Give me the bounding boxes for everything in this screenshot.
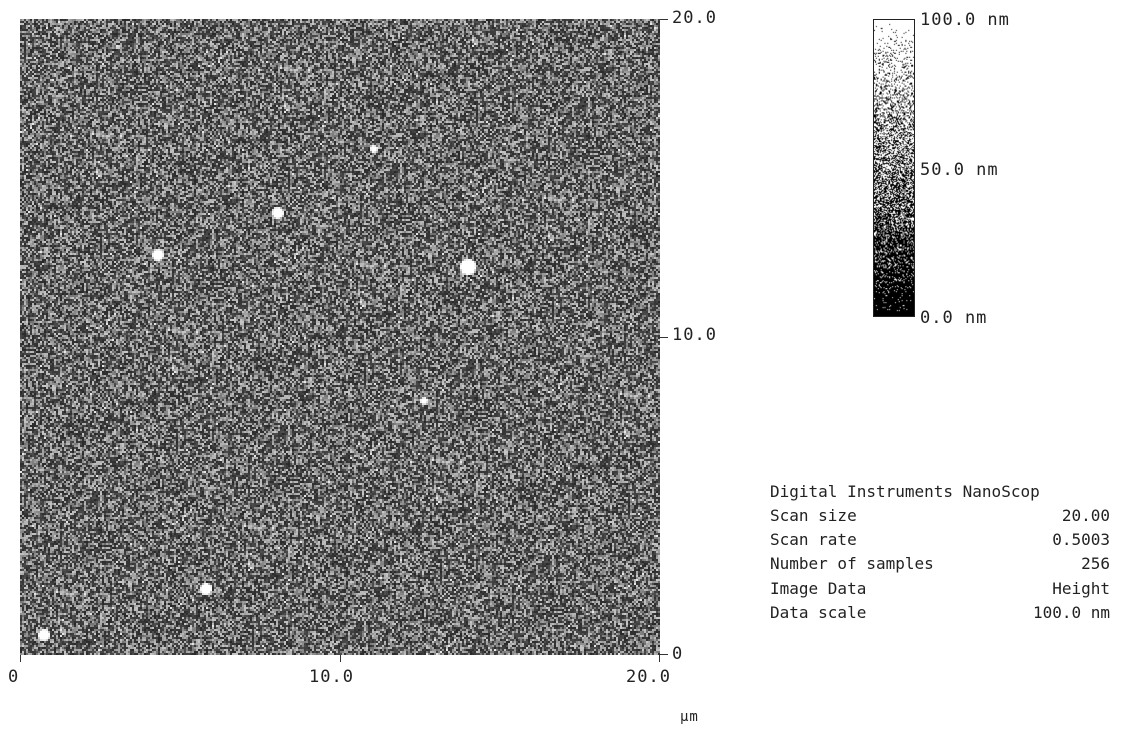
info-row-samples: Number of samples 256 (770, 554, 1110, 576)
x-axis-unit: µm (680, 709, 699, 725)
info-value: Height (1052, 579, 1110, 598)
colorbar-label-max: 100.0 nm (920, 10, 1010, 30)
info-key: Scan size (770, 506, 857, 525)
height-colorbar (873, 19, 915, 317)
info-value: 20.00 (1061, 506, 1110, 525)
colorbar-label-min: 0.0 nm (920, 308, 988, 328)
y-tick-label-bottom: 0 (672, 644, 684, 664)
y-tick-mark-mid (660, 337, 668, 338)
info-row-scan-rate: Scan rate 0.5003 (770, 530, 1110, 552)
info-key: Scan rate (770, 530, 857, 549)
x-tick-label-left: 0 (8, 667, 20, 687)
info-value: 256 (1081, 554, 1110, 573)
info-value: 100.0 nm (1032, 603, 1110, 622)
info-key: Number of samples (770, 554, 934, 573)
y-tick-label-top: 20.0 (672, 8, 717, 28)
info-key: Image Data (770, 579, 867, 598)
instrument-name: Digital Instruments NanoScop (770, 482, 1040, 501)
x-tick-label-mid: 10.0 (309, 667, 354, 687)
y-tick-label-mid: 10.0 (672, 325, 717, 345)
info-row-scan-size: Scan size 20.00 (770, 506, 1110, 528)
colorbar-label-mid: 50.0 nm (920, 160, 999, 180)
x-tick-label-right: 20.0 (626, 667, 671, 687)
afm-height-image (20, 19, 660, 655)
info-row-data-scale: Data scale 100.0 nm (770, 603, 1110, 625)
x-tick-mark-right (659, 655, 660, 662)
info-row-image-data: Image Data Height (770, 579, 1110, 601)
y-tick-mark-bottom (660, 654, 668, 655)
y-tick-mark-top (660, 19, 668, 20)
info-value: 0.5003 (1052, 530, 1110, 549)
x-tick-mark-left (20, 655, 21, 662)
info-key: Data scale (770, 603, 867, 622)
x-tick-mark-mid (340, 655, 341, 662)
